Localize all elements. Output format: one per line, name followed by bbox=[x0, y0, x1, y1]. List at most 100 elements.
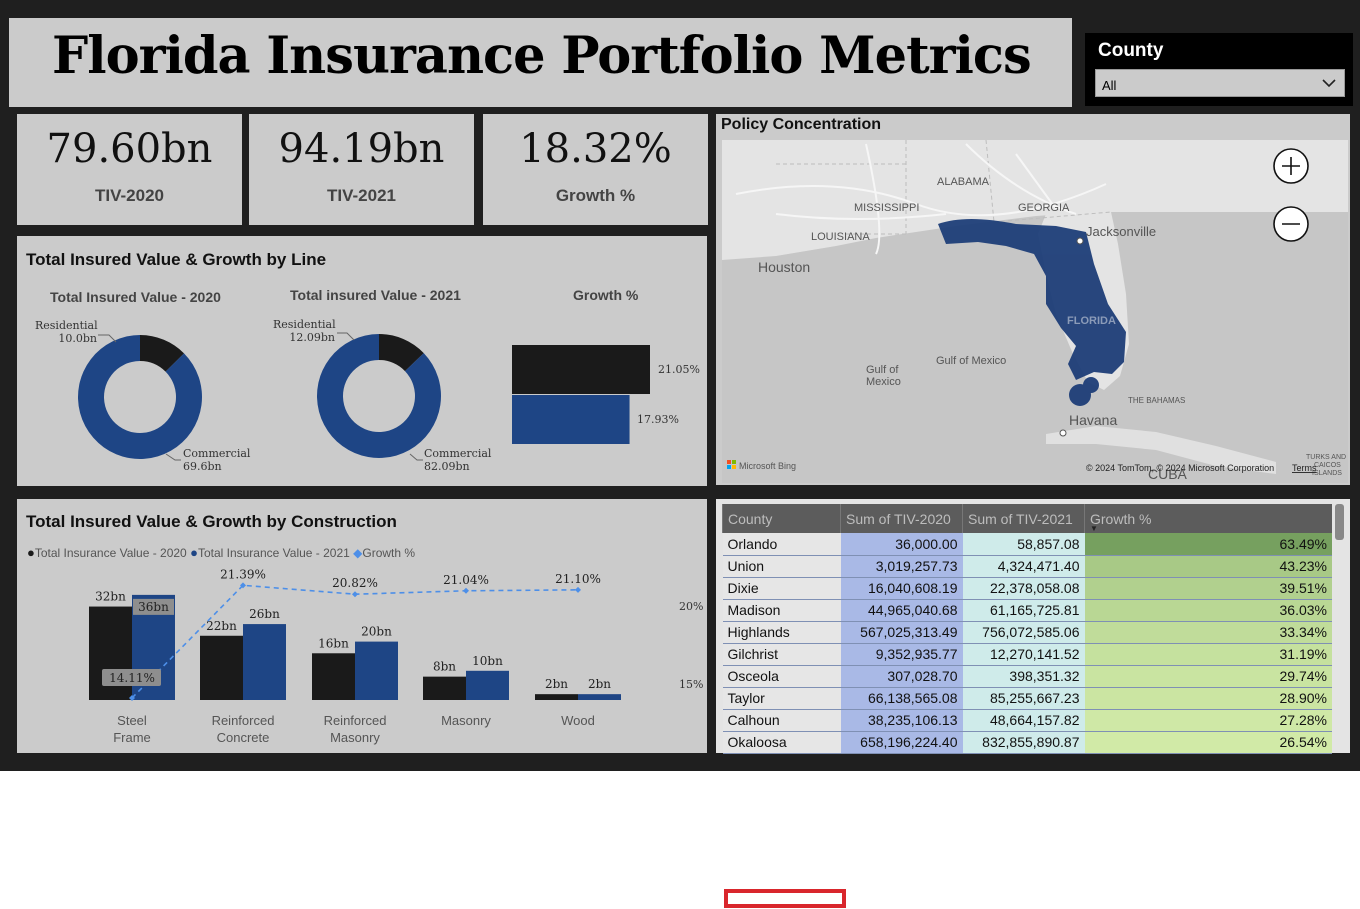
donut-slice-commercial[interactable] bbox=[78, 335, 202, 459]
terms-link[interactable]: Terms bbox=[1292, 463, 1317, 473]
legend-2021: Total Insurance Value - 2021 bbox=[197, 546, 350, 560]
cell-growth: 26.54% bbox=[1084, 731, 1332, 754]
table-row[interactable]: Okaloosa 658,196,224.40 832,855,890.87 26.5… bbox=[722, 731, 1332, 754]
bar-2021[interactable] bbox=[578, 694, 621, 700]
bar-2021[interactable] bbox=[466, 670, 509, 700]
bar-2020[interactable] bbox=[200, 635, 243, 700]
county-dropdown[interactable]: All bbox=[1095, 69, 1345, 97]
table-row[interactable]: Osceola 307,028.70 398,351.32 29.74% bbox=[722, 665, 1332, 688]
zoom-in-button[interactable] bbox=[1273, 148, 1309, 184]
dashboard-canvas: Florida Insurance Portfolio Metrics Coun… bbox=[0, 0, 1360, 771]
cell-tiv-2020: 658,196,224.40 bbox=[840, 731, 963, 754]
map-label: ALABAMA bbox=[937, 176, 990, 188]
map-label: TURKS AND bbox=[1306, 454, 1346, 461]
bar-2020[interactable] bbox=[535, 694, 578, 700]
cell-tiv-2020: 66,138,565.08 bbox=[840, 687, 963, 710]
cell-tiv-2021: 398,351.32 bbox=[962, 665, 1085, 688]
table-row[interactable]: Highlands 567,025,313.49 756,072,585.06 33.… bbox=[722, 621, 1332, 644]
kpi-card-tiv-2021: 94.19bn TIV-2021 bbox=[249, 114, 474, 225]
growth-point[interactable] bbox=[352, 591, 358, 598]
leader-line bbox=[165, 453, 181, 461]
map-label: LOUISIANA bbox=[811, 231, 870, 243]
panel-title: Total Insured Value & Growth by Construc… bbox=[26, 512, 397, 531]
growth-bar[interactable] bbox=[512, 395, 630, 444]
cell-county: Taylor bbox=[722, 687, 841, 710]
cell-county: Osceola bbox=[722, 665, 841, 688]
table-row[interactable]: Orlando 36,000.00 58,857.08 63.49% bbox=[722, 533, 1332, 556]
growth-point[interactable] bbox=[129, 695, 135, 701]
cell-tiv-2020: 16,040,608.19 bbox=[840, 577, 963, 600]
header-tiv-2021[interactable]: Sum of TIV-2021 bbox=[962, 504, 1085, 533]
cell-growth: 27.28% bbox=[1084, 709, 1332, 732]
map-label: Havana bbox=[1069, 412, 1117, 428]
y2-tick-20: 20% bbox=[679, 600, 704, 613]
map-label: Houston bbox=[758, 259, 810, 275]
bar-2021[interactable] bbox=[243, 624, 286, 700]
growth-point[interactable] bbox=[463, 587, 469, 594]
map-label: FLORIDA bbox=[1067, 315, 1116, 327]
county-slicer: County All bbox=[1085, 33, 1353, 106]
header-growth[interactable]: Growth % ▼ bbox=[1084, 504, 1332, 533]
header-tiv-2020[interactable]: Sum of TIV-2020 bbox=[840, 504, 963, 533]
cell-growth: 43.23% bbox=[1084, 555, 1332, 578]
table-row[interactable]: Madison 44,965,040.68 61,165,725.81 36.03% bbox=[722, 599, 1332, 622]
legend-2020: Total Insurance Value - 2020 bbox=[34, 546, 187, 560]
category-label: Wood bbox=[561, 713, 595, 728]
table-row[interactable]: Taylor 66,138,565.08 85,255,667.23 28.90% bbox=[722, 687, 1332, 710]
growth-label: 21.10% bbox=[555, 572, 601, 586]
bar-2020[interactable] bbox=[312, 653, 355, 700]
bar-2020[interactable] bbox=[423, 676, 466, 700]
header-panel: Florida Insurance Portfolio Metrics bbox=[9, 18, 1072, 107]
donut-slice-commercial[interactable] bbox=[316, 334, 441, 458]
kpi-card-tiv-2020: 79.60bn TIV-2020 bbox=[17, 114, 242, 225]
slicer-title: County bbox=[1098, 40, 1164, 61]
line-charts-svg bbox=[78, 332, 650, 461]
map-label: MISSISSIPPI bbox=[854, 202, 919, 214]
cell-county: Okaloosa bbox=[722, 731, 841, 754]
policy-heat bbox=[938, 219, 1126, 406]
growth-dark-label: 21.05% bbox=[658, 363, 700, 376]
kpi-value: 94.19bn bbox=[278, 126, 445, 172]
map-copyright: © 2024 TomTom, © 2024 Microsoft Corporat… bbox=[1086, 463, 1274, 473]
growth-point[interactable] bbox=[575, 586, 581, 593]
commercial-2020-label: Commercial 69.6bn bbox=[183, 447, 251, 473]
bar-2021[interactable] bbox=[355, 641, 398, 700]
growth-label: 21.39% bbox=[220, 567, 266, 581]
cell-county: Union bbox=[722, 555, 841, 578]
growth-label: 21.04% bbox=[443, 573, 489, 587]
category-label: Steel bbox=[117, 713, 147, 728]
zoom-out-button[interactable] bbox=[1273, 206, 1309, 242]
growth-blue-label: 17.93% bbox=[637, 413, 679, 426]
category-label: Reinforced bbox=[324, 713, 387, 728]
map-label: Gulf of Mexico bbox=[936, 355, 1006, 367]
map-label: GEORGIA bbox=[1018, 202, 1070, 214]
county-table-panel: County Sum of TIV-2020 Sum of TIV-2021 G… bbox=[716, 499, 1350, 754]
table-row[interactable]: Gilchrist 9,352,935.77 12,270,141.52 31.19% bbox=[722, 643, 1332, 666]
policy-map[interactable]: ALABAMA MISSISSIPPI GEORGIA LOUISIANA Ho… bbox=[716, 114, 1350, 485]
table-scrollbar[interactable] bbox=[1335, 504, 1344, 540]
category-label: Reinforced bbox=[212, 713, 275, 728]
table-row[interactable]: Dixie 16,040,608.19 22,378,058.08 39.51% bbox=[722, 577, 1332, 600]
donut-slice-residential[interactable] bbox=[140, 335, 185, 372]
county-table: County Sum of TIV-2020 Sum of TIV-2021 G… bbox=[722, 504, 1332, 754]
donut-slice-residential[interactable] bbox=[379, 334, 424, 372]
map-label: ISLANDS bbox=[1312, 470, 1342, 477]
header-county[interactable]: County bbox=[722, 504, 841, 533]
growth-bar[interactable] bbox=[512, 345, 650, 394]
table-row[interactable]: Calhoun 38,235,106.13 48,664,157.82 27.28% bbox=[722, 709, 1332, 732]
microsoft-logo-icon bbox=[727, 460, 736, 469]
cell-growth: 33.34% bbox=[1084, 621, 1332, 644]
construction-chart-svg: 32bn 36bn Steel Frame 22bn 26bn Reinforced Conc… bbox=[89, 567, 621, 745]
chart-legend: ●Total Insurance Value - 2020 ●Total Ins… bbox=[27, 545, 415, 560]
cell-county: Gilchrist bbox=[722, 643, 841, 666]
table-row[interactable]: Union 3,019,257.73 4,324,471.40 43.23% bbox=[722, 555, 1332, 578]
bar-2021-label: 26bn bbox=[249, 607, 280, 621]
growth-label: 20.82% bbox=[332, 576, 378, 590]
category-label: Concrete bbox=[217, 730, 270, 745]
category-label: Masonry bbox=[441, 713, 491, 728]
kpi-value: 18.32% bbox=[519, 126, 672, 172]
growth-point[interactable] bbox=[240, 582, 246, 589]
cell-growth: 31.19% bbox=[1084, 643, 1332, 666]
map-label: CAICOS bbox=[1314, 462, 1341, 469]
leader-line bbox=[337, 332, 355, 341]
